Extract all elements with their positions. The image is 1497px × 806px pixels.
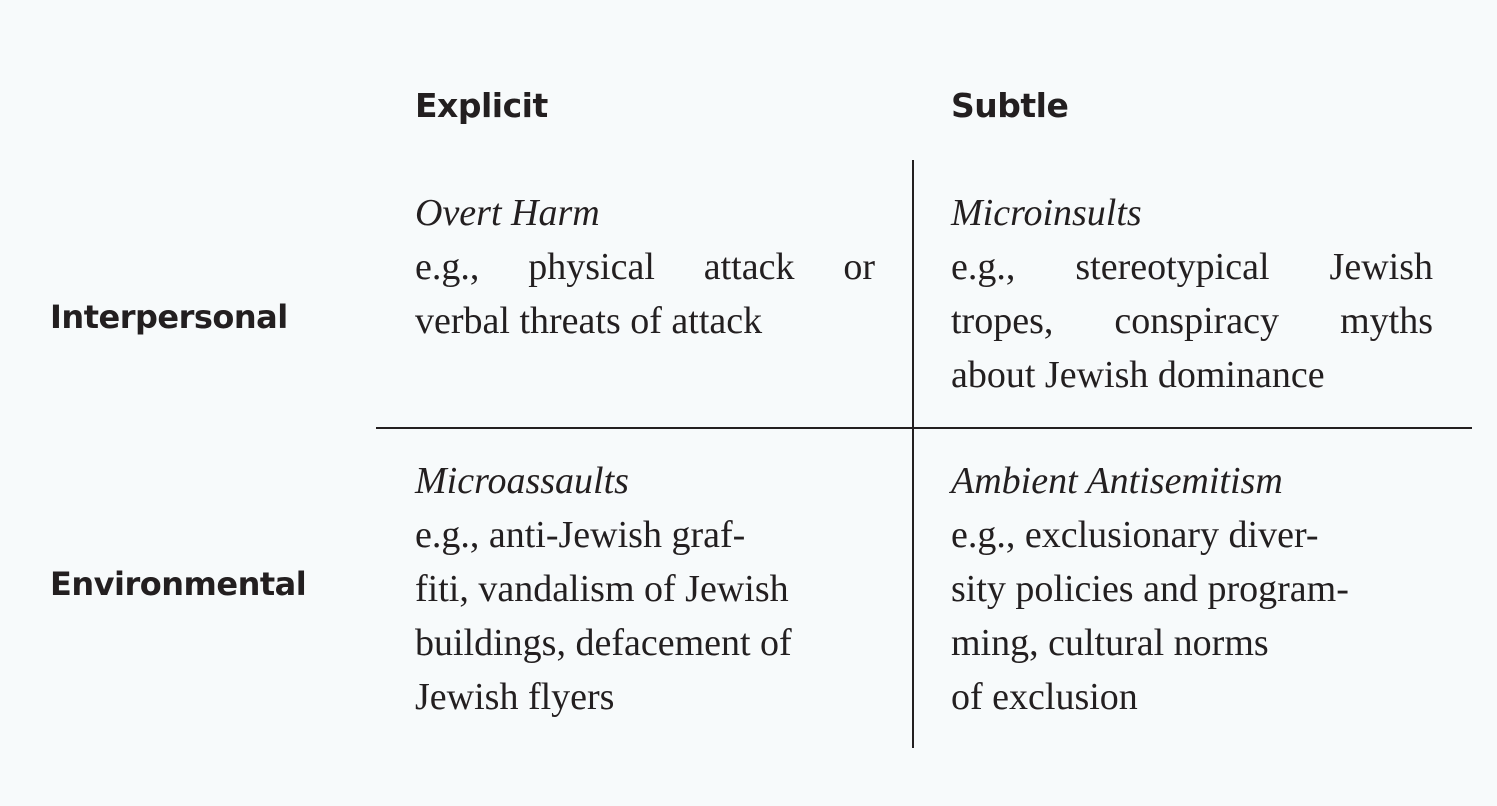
cell-line: e.g., anti-Jewish graf- xyxy=(415,514,746,556)
cell-title: Overt Harm xyxy=(415,192,600,234)
cell-line: ming, cultural norms xyxy=(951,622,1269,664)
cell-title: Ambient Antisemitism xyxy=(951,460,1283,502)
cell-line: e.g., exclusionary diver- xyxy=(951,514,1319,556)
cell-line: Jewish flyers xyxy=(415,676,615,718)
cell-environmental-subtle: Ambient Antisemitism e.g., exclusionary … xyxy=(951,454,1433,724)
cell-line: e.g., stereotypical Jewish xyxy=(951,246,1433,288)
row-header-interpersonal: Interpersonal xyxy=(50,298,288,336)
vertical-divider xyxy=(912,160,914,748)
cell-line: sity policies and program- xyxy=(951,568,1349,610)
cell-line: verbal threats of attack xyxy=(415,300,763,342)
cell-title: Microinsults xyxy=(951,192,1142,234)
cell-interpersonal-explicit: Overt Harm e.g., physical attack or verb… xyxy=(415,186,875,348)
horizontal-divider xyxy=(376,427,1472,429)
cell-line: about Jewish dominance xyxy=(951,354,1325,396)
cell-line: of exclusion xyxy=(951,676,1138,718)
cell-line: fiti, vandalism of Jewish xyxy=(415,568,789,610)
cell-environmental-explicit: Microassaults e.g., anti-Jewish graf- fi… xyxy=(415,454,875,724)
cell-interpersonal-subtle: Microinsults e.g., stereotypical Jewish … xyxy=(951,186,1433,402)
cell-line: e.g., physical attack or xyxy=(415,246,875,288)
cell-line: buildings, defacement of xyxy=(415,622,792,664)
cell-title: Microassaults xyxy=(415,460,629,502)
column-header-explicit: Explicit xyxy=(415,86,548,125)
column-header-subtle: Subtle xyxy=(951,86,1069,125)
cell-line: tropes, conspiracy myths xyxy=(951,300,1433,342)
row-header-environmental: Environmental xyxy=(50,565,307,603)
